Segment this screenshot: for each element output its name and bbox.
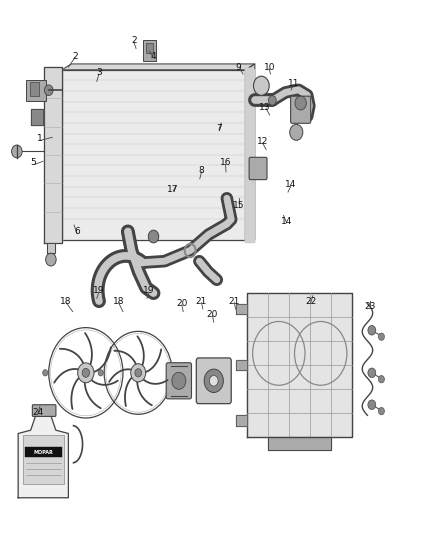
Text: 5: 5 xyxy=(31,158,36,167)
Text: 20: 20 xyxy=(207,310,218,319)
Circle shape xyxy=(148,230,159,243)
Polygon shape xyxy=(62,64,255,70)
FancyBboxPatch shape xyxy=(22,435,64,484)
Circle shape xyxy=(172,372,186,389)
Circle shape xyxy=(378,407,385,415)
Text: 2: 2 xyxy=(72,52,78,61)
FancyBboxPatch shape xyxy=(32,405,56,416)
Text: 17: 17 xyxy=(167,185,179,194)
Text: 21: 21 xyxy=(229,296,240,305)
Circle shape xyxy=(12,145,22,158)
FancyBboxPatch shape xyxy=(196,358,231,403)
FancyBboxPatch shape xyxy=(290,96,311,123)
Text: 19: 19 xyxy=(93,286,105,295)
Text: 4: 4 xyxy=(151,52,156,61)
Text: MOPAR: MOPAR xyxy=(33,450,53,455)
Text: 20: 20 xyxy=(176,299,187,308)
Text: 2: 2 xyxy=(131,36,137,45)
Circle shape xyxy=(135,369,141,377)
Text: 10: 10 xyxy=(264,63,275,71)
FancyBboxPatch shape xyxy=(30,82,39,95)
Circle shape xyxy=(254,76,269,95)
Circle shape xyxy=(209,375,218,386)
FancyBboxPatch shape xyxy=(25,447,62,457)
Text: 16: 16 xyxy=(220,158,231,167)
Text: 11: 11 xyxy=(287,78,299,87)
Polygon shape xyxy=(237,304,247,314)
FancyBboxPatch shape xyxy=(166,363,191,399)
Text: 19: 19 xyxy=(143,286,155,295)
Circle shape xyxy=(204,369,223,392)
Circle shape xyxy=(378,333,385,341)
Text: 1: 1 xyxy=(37,134,43,143)
Polygon shape xyxy=(31,109,43,125)
Circle shape xyxy=(290,124,303,140)
Polygon shape xyxy=(46,243,55,253)
Polygon shape xyxy=(44,67,62,243)
FancyBboxPatch shape xyxy=(249,157,267,180)
Text: 9: 9 xyxy=(236,63,241,71)
FancyBboxPatch shape xyxy=(26,79,46,101)
Polygon shape xyxy=(245,64,255,240)
Circle shape xyxy=(78,363,94,383)
Polygon shape xyxy=(247,293,352,437)
Circle shape xyxy=(131,364,146,382)
Circle shape xyxy=(368,326,376,335)
Circle shape xyxy=(368,400,376,409)
Polygon shape xyxy=(268,437,331,450)
Polygon shape xyxy=(237,360,247,370)
Text: 3: 3 xyxy=(96,68,102,77)
Text: 15: 15 xyxy=(233,201,244,210)
Polygon shape xyxy=(245,67,255,243)
Circle shape xyxy=(98,369,103,376)
Text: 7: 7 xyxy=(216,124,222,133)
FancyBboxPatch shape xyxy=(146,43,152,53)
Circle shape xyxy=(44,85,53,95)
Circle shape xyxy=(295,96,306,110)
Text: 14: 14 xyxy=(285,180,297,189)
Polygon shape xyxy=(18,415,68,498)
FancyBboxPatch shape xyxy=(143,40,155,61)
Circle shape xyxy=(368,368,376,377)
Polygon shape xyxy=(62,70,245,240)
Polygon shape xyxy=(237,415,247,426)
Text: 23: 23 xyxy=(364,302,375,311)
Text: 6: 6 xyxy=(74,228,80,237)
Text: 21: 21 xyxy=(196,296,207,305)
Text: 22: 22 xyxy=(305,296,316,305)
Circle shape xyxy=(46,253,56,266)
Circle shape xyxy=(378,375,385,383)
Text: 8: 8 xyxy=(199,166,205,175)
Circle shape xyxy=(42,369,48,376)
Circle shape xyxy=(82,368,89,377)
Text: 24: 24 xyxy=(32,408,43,417)
Text: 14: 14 xyxy=(281,217,292,226)
Circle shape xyxy=(268,95,276,105)
Text: 18: 18 xyxy=(113,296,124,305)
Text: 18: 18 xyxy=(60,296,72,305)
Text: 13: 13 xyxy=(259,102,271,111)
Text: 12: 12 xyxy=(257,137,268,146)
